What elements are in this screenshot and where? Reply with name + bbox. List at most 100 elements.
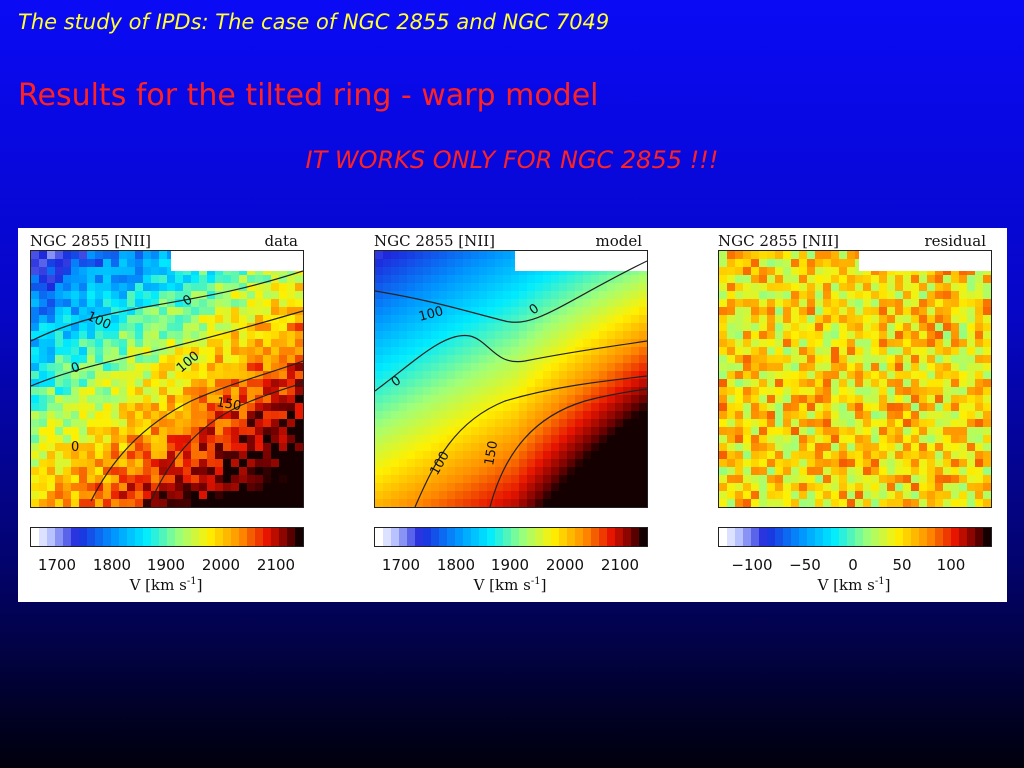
map-pixel [143, 467, 151, 475]
map-pixel [623, 395, 631, 403]
map-pixel [799, 267, 807, 275]
map-pixel [935, 419, 943, 427]
map-pixel [383, 499, 391, 507]
map-pixel [439, 307, 447, 315]
map-pixel [559, 467, 567, 475]
map-pixel [143, 299, 151, 307]
map-pixel [575, 315, 583, 323]
map-pixel [439, 267, 447, 275]
map-pixel [159, 307, 167, 315]
colorbar-segment [295, 528, 304, 546]
map-pixel [879, 499, 887, 507]
map-pixel [591, 315, 599, 323]
map-pixel [903, 299, 911, 307]
map-pixel [551, 395, 559, 403]
map-pixel [527, 435, 535, 443]
map-pixel [31, 451, 39, 459]
map-pixel [271, 435, 279, 443]
map-pixel [551, 387, 559, 395]
map-pixel [799, 363, 807, 371]
map-pixel [287, 315, 295, 323]
map-pixel [791, 395, 799, 403]
map-pixel [223, 379, 231, 387]
map-pixel [975, 347, 983, 355]
map-pixel [551, 475, 559, 483]
map-pixel [479, 363, 487, 371]
map-pixel [415, 443, 423, 451]
map-pixel [751, 443, 759, 451]
map-pixel [903, 467, 911, 475]
map-pixel [231, 379, 239, 387]
map-pixel [543, 275, 551, 283]
map-pixel [783, 347, 791, 355]
map-pixel [135, 371, 143, 379]
map-pixel [423, 331, 431, 339]
map-pixel [783, 283, 791, 291]
map-pixel [279, 339, 287, 347]
map-pixel [519, 315, 527, 323]
map-pixel [407, 307, 415, 315]
map-pixel [479, 259, 487, 267]
map-pixel [503, 291, 511, 299]
map-pixel [903, 371, 911, 379]
map-pixel [775, 371, 783, 379]
map-pixel [911, 403, 919, 411]
map-pixel [471, 491, 479, 499]
map-pixel [863, 411, 871, 419]
map-pixel [279, 347, 287, 355]
map-pixel [383, 403, 391, 411]
map-pixel [767, 307, 775, 315]
map-pixel [607, 315, 615, 323]
map-pixel [375, 435, 383, 443]
map-pixel [199, 467, 207, 475]
map-pixel [503, 483, 511, 491]
map-pixel [783, 331, 791, 339]
map-pixel [607, 339, 615, 347]
map-pixel [175, 347, 183, 355]
map-pixel [167, 315, 175, 323]
map-pixel [791, 419, 799, 427]
map-pixel [727, 331, 735, 339]
map-pixel [447, 395, 455, 403]
map-pixel [551, 427, 559, 435]
map-pixel [415, 339, 423, 347]
map-pixel [247, 427, 255, 435]
map-pixel [839, 331, 847, 339]
map-pixel [295, 387, 303, 395]
map-pixel [151, 307, 159, 315]
map-pixel [887, 403, 895, 411]
map-pixel [47, 307, 55, 315]
map-pixel [463, 491, 471, 499]
map-pixel [271, 363, 279, 371]
map-pixel [239, 435, 247, 443]
map-pixel [159, 299, 167, 307]
map-pixel [279, 435, 287, 443]
map-pixel [855, 379, 863, 387]
map-pixel [175, 499, 183, 507]
map-pixel [159, 451, 167, 459]
map-pixel [471, 443, 479, 451]
map-pixel [135, 347, 143, 355]
colorbar-tick-label: 2100 [256, 556, 296, 574]
map-pixel [751, 475, 759, 483]
map-pixel [199, 451, 207, 459]
map-pixel [383, 459, 391, 467]
map-pixel [103, 275, 111, 283]
map-pixel [783, 427, 791, 435]
map-pixel [479, 483, 487, 491]
map-pixel [959, 275, 967, 283]
map-pixel [951, 467, 959, 475]
map-pixel [823, 379, 831, 387]
map-pixel [447, 315, 455, 323]
map-pixel [911, 339, 919, 347]
map-pixel [143, 395, 151, 403]
map-pixel [743, 419, 751, 427]
map-pixel [511, 347, 519, 355]
map-pixel [599, 339, 607, 347]
map-pixel [215, 315, 223, 323]
map-pixel [31, 475, 39, 483]
map-pixel [983, 475, 991, 483]
map-pixel [767, 483, 775, 491]
colorbar-segment [831, 528, 840, 546]
map-pixel [831, 315, 839, 323]
